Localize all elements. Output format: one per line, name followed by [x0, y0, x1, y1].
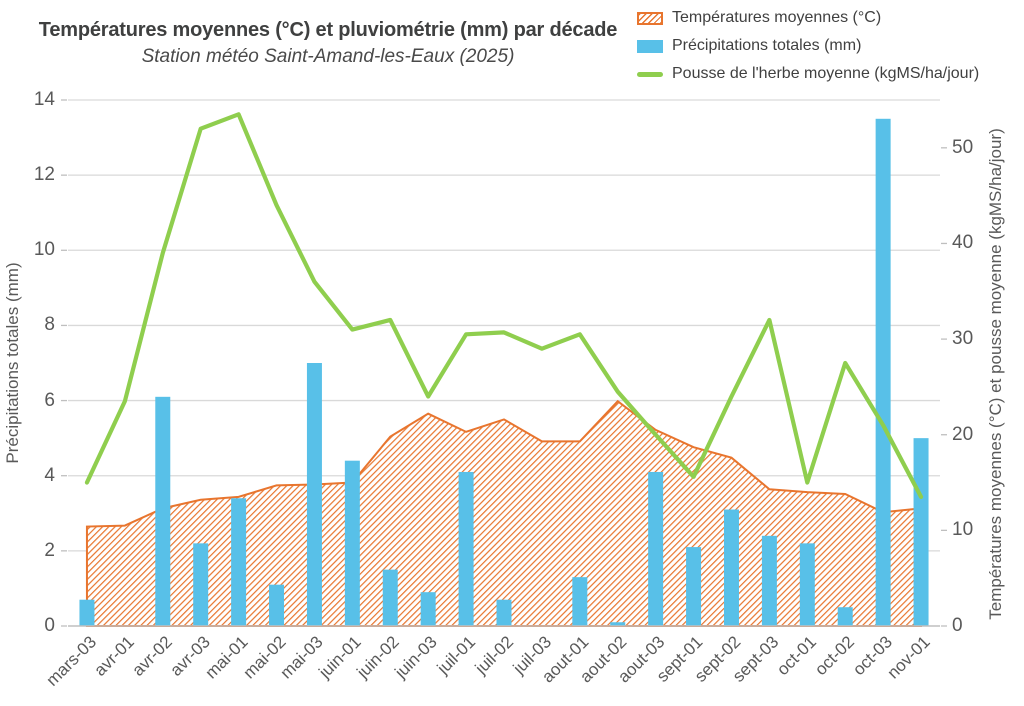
left-axis-tick-label: 14 [33, 89, 55, 110]
legend-item-precipitations: Précipitations totales (mm) [637, 32, 979, 60]
left-axis-tick-label: 4 [44, 464, 55, 486]
title-block: Températures moyennes (°C) et pluviométr… [16, 17, 640, 70]
bar-swatch-icon [637, 39, 663, 53]
right-axis-title: Températures moyennes (°C) et pousse moy… [986, 128, 1005, 620]
chart-subtitle: Station météo Saint-Amand-les-Eaux (2025… [141, 46, 515, 67]
legend-item-temperatures: Températures moyennes (°C) [637, 4, 979, 32]
left-axis-tick-label: 12 [33, 164, 55, 186]
right-axis-tick-label: 0 [952, 615, 963, 636]
left-axis-tick-label: 10 [33, 239, 55, 261]
right-axis-tick-label: 40 [952, 232, 974, 254]
legend-label: Températures moyennes (°C) [672, 9, 882, 26]
left-axis-tick-label: 0 [44, 615, 55, 636]
legend: Températures moyennes (°C) Précipitation… [637, 4, 979, 88]
chart-title: Températures moyennes (°C) et pluviométr… [38, 19, 618, 41]
right-axis-tick-label: 30 [952, 328, 974, 350]
left-axis-title: Précipitations totales (mm) [3, 262, 22, 464]
right-axis-tick-label: 50 [952, 136, 974, 158]
left-axis-tick-label: 6 [44, 389, 55, 411]
left-axis-tick-label: 8 [44, 314, 55, 336]
left-axis-tick-label: 2 [44, 539, 55, 561]
line-swatch-icon [637, 71, 663, 77]
legend-label: Précipitations totales (mm) [672, 37, 862, 54]
right-axis-tick-label: 10 [952, 519, 974, 541]
hatched-area-swatch-icon [637, 11, 663, 25]
legend-label: Pousse de l'herbe moyenne (kgMS/ha/jour) [672, 65, 980, 82]
legend-item-pousse: Pousse de l'herbe moyenne (kgMS/ha/jour) [637, 60, 979, 88]
right-axis-tick-label: 20 [952, 423, 974, 445]
